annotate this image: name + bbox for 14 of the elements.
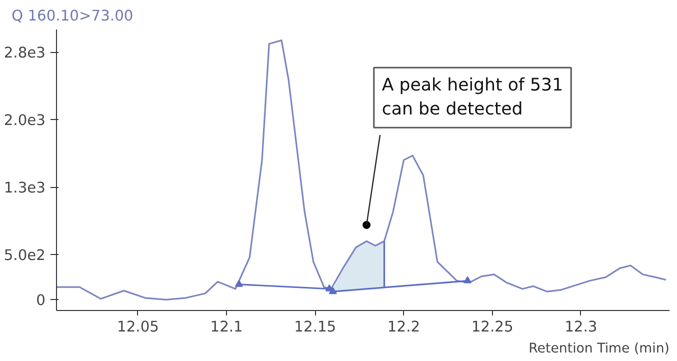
y-tick-label: 2.8e3 <box>4 44 46 62</box>
annotation: A peak height of 531 can be detected <box>382 76 564 120</box>
chart-title: Q 160.10>73.00 <box>12 8 134 24</box>
x-tick-label: 12.05 <box>117 318 159 336</box>
x-tick-label: 12.3 <box>564 318 598 336</box>
y-tick-label: 5.0e2 <box>4 247 46 264</box>
y-tick-label: 2.0e3 <box>4 112 46 130</box>
x-tick-label: 12.1 <box>210 318 243 336</box>
x-tick-label: 12.25 <box>471 318 514 336</box>
x-tick-label: 12.2 <box>387 318 420 336</box>
x-axis-title: Retention Time (min) <box>528 342 670 356</box>
x-tick-label: 12.15 <box>294 318 336 336</box>
y-tick-label: 1.3e3 <box>4 180 46 197</box>
y-tick-label: 0 <box>36 292 46 310</box>
